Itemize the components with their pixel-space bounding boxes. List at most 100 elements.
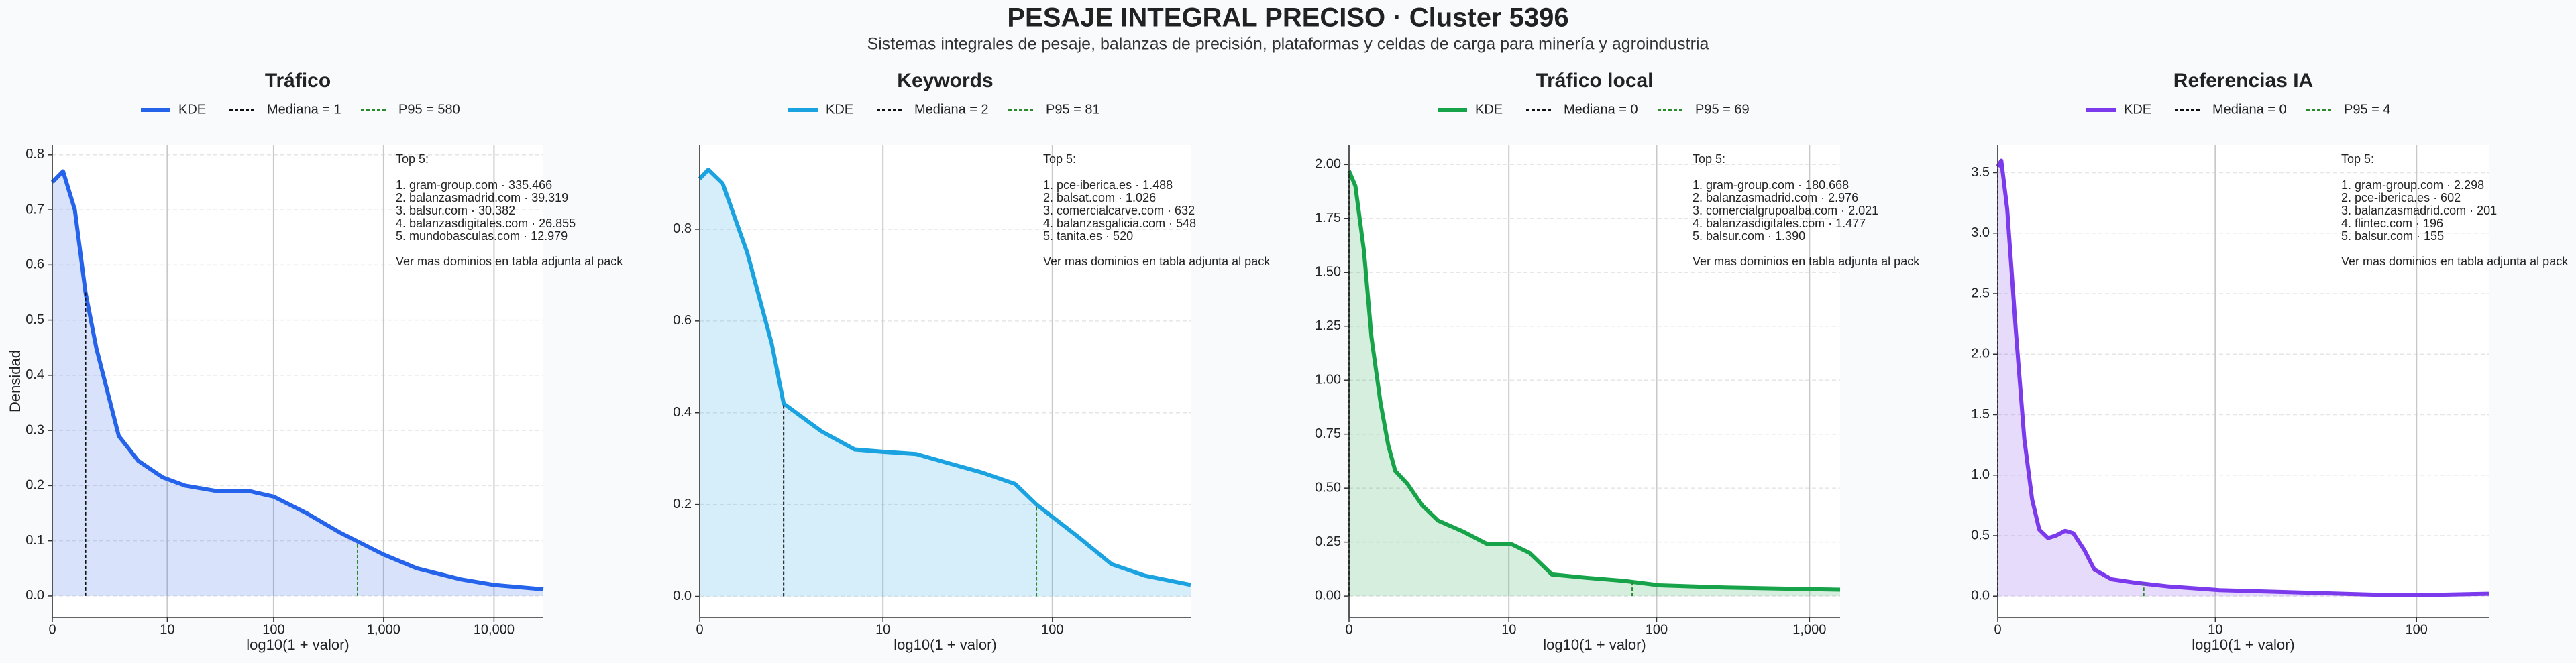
annotation-item: 3. balanzasmadrid.com · 201 [2341, 204, 2497, 217]
legend-label: KDE [178, 102, 206, 117]
kde-area [1349, 171, 1840, 597]
x-tick-label: 10,000 [474, 622, 515, 637]
y-tick-label: 0.25 [1315, 534, 1341, 549]
x-tick-label: 100 [1646, 622, 1668, 637]
x-tick-label: 0 [1994, 622, 2001, 637]
kde-area [1998, 160, 2489, 597]
x-tick-label: 100 [262, 622, 284, 637]
x-tick-label: 100 [1041, 622, 1063, 637]
annotation-title: Top 5: [2341, 152, 2374, 166]
y-tick-label: 0.1 [25, 533, 44, 548]
x-axis-label: log10(1 + valor) [894, 636, 996, 653]
x-tick-label: 0 [48, 622, 56, 637]
annotation-note: Ver mas dominios en tabla adjunta al pac… [1043, 255, 1271, 268]
annotation-item: 5. tanita.es · 520 [1043, 229, 1133, 243]
annotation-item: 3. balsur.com · 30.382 [396, 204, 515, 217]
legend-label: KDE [826, 102, 853, 117]
annotation-item: 2. balsat.com · 1.026 [1043, 191, 1156, 204]
y-tick-label: 0.4 [673, 405, 692, 420]
annotation-item: 5. balsur.com · 1.390 [1693, 229, 1805, 243]
y-tick-label: 0.4 [25, 367, 44, 382]
kde-area [700, 170, 1191, 597]
y-tick-label: 2.5 [1971, 286, 1990, 300]
page-title: PESAJE INTEGRAL PRECISO · Cluster 5396 [1007, 3, 1568, 33]
legend-label: P95 = 81 [1046, 102, 1100, 117]
y-tick-label: 0.8 [673, 221, 692, 236]
y-tick-label: 0.8 [25, 147, 44, 162]
y-tick-label: 1.5 [1971, 407, 1990, 422]
subplot: Tráfico local 0.00 0.25 0.50 0.75 1.00 1.25 1.5… [1315, 70, 1920, 653]
y-tick-label: 0.5 [1971, 528, 1990, 542]
x-tick-label: 1,000 [1792, 622, 1826, 637]
y-tick-label: 3.5 [1971, 165, 1990, 180]
x-tick-label: 10 [160, 622, 174, 637]
kde-line [1996, 158, 2489, 597]
y-tick-label: 0.75 [1315, 426, 1341, 441]
y-tick-label: 0.00 [1315, 588, 1341, 603]
legend-label: P95 = 580 [398, 102, 460, 117]
annotation-item: 1. gram-group.com · 180.668 [1693, 178, 1849, 192]
subplot-title: Referencias IA [2174, 70, 2313, 92]
annotation-item: 5. balsur.com · 155 [2341, 229, 2444, 243]
y-tick-label: 1.00 [1315, 372, 1341, 387]
subplot-title: Tráfico local [1536, 70, 1653, 92]
legend-label: P95 = 69 [1695, 102, 1750, 117]
y-tick-label: 1.25 [1315, 318, 1341, 333]
x-tick-label: 10 [1501, 622, 1516, 637]
y-tick-label: 0.6 [25, 257, 44, 272]
plot-area [1349, 145, 1840, 617]
annotation-item: 2. balanzasmadrid.com · 2.976 [1693, 191, 1858, 204]
annotation-item: 4. flintec.com · 196 [2341, 217, 2443, 230]
subplot: Keywords 0.0 0.2 0.4 0.6 0.8 0 10 100 log10(1 + v… [673, 70, 1271, 653]
legend-label: KDE [2124, 102, 2151, 117]
y-tick-label: 2.0 [1971, 347, 1990, 361]
legend-label: P95 = 4 [2344, 102, 2391, 117]
y-tick-label: 2.00 [1315, 157, 1341, 172]
y-tick-label: 0.2 [25, 478, 44, 493]
plot-area [1998, 145, 2489, 617]
annotation-item: 1. pce-iberica.es · 1.488 [1043, 178, 1173, 192]
annotation-item: 1. gram-group.com · 2.298 [2341, 178, 2484, 192]
kde-area [52, 171, 543, 596]
annotation-note: Ver mas dominios en tabla adjunta al pac… [2341, 255, 2569, 268]
subplot: Tráfico 0.0 0.1 0.2 0.3 0.4 0.5 0.6 0.7 0.8 0 10 100… [7, 70, 623, 653]
subplot-title: Tráfico [265, 70, 331, 92]
annotation-title: Top 5: [1043, 152, 1076, 166]
legend-label: KDE [1475, 102, 1503, 117]
annotation-item: 4. balanzasdigitales.com · 26.855 [396, 217, 576, 230]
x-tick-label: 0 [1345, 622, 1352, 637]
annotation-item: 2. pce-iberica.es · 602 [2341, 191, 2461, 204]
x-tick-label: 0 [696, 622, 703, 637]
x-axis-label: log10(1 + valor) [246, 636, 349, 653]
annotation-item: 1. gram-group.com · 335.466 [396, 178, 552, 192]
annotation-item: 5. mundobasculas.com · 12.979 [396, 229, 568, 243]
y-tick-label: 1.75 [1315, 210, 1341, 225]
plot-area [52, 145, 543, 617]
annotation-title: Top 5: [396, 152, 429, 166]
plot-area [700, 145, 1191, 617]
y-tick-label: 0.0 [1971, 589, 1990, 603]
y-tick-label: 0.6 [673, 313, 692, 328]
annotation-item: 3. comercialgrupoalba.com · 2.021 [1693, 204, 1878, 217]
y-tick-label: 0.2 [673, 497, 692, 511]
y-tick-label: 0.3 [25, 422, 44, 437]
y-tick-label: 1.0 [1971, 467, 1990, 482]
annotation-note: Ver mas dominios en tabla adjunta al pac… [396, 255, 623, 268]
annotation-note: Ver mas dominios en tabla adjunta al pac… [1693, 255, 1920, 268]
y-tick-label: 0.50 [1315, 480, 1341, 495]
y-tick-label: 1.50 [1315, 265, 1341, 280]
kde-line [698, 168, 1191, 587]
annotation-item: 3. comercialcarve.com · 632 [1043, 204, 1195, 217]
subplot: Referencias IA 0.0 0.5 1.0 1.5 2.0 2.5 3.0 3.5 0 1… [1971, 70, 2569, 653]
x-tick-label: 10 [875, 622, 890, 637]
x-tick-label: 100 [2406, 622, 2428, 637]
y-tick-label: 0.0 [25, 588, 44, 603]
page-subtitle: Sistemas integrales de pesaje, balanzas … [867, 35, 1709, 54]
legend-label: Mediana = 0 [2212, 102, 2287, 117]
subplot-title: Keywords [897, 70, 993, 92]
y-tick-label: 3.0 [1971, 225, 1990, 240]
x-axis-label: log10(1 + valor) [2192, 636, 2294, 653]
annotation-item: 4. balanzasdigitales.com · 1.477 [1693, 217, 1866, 230]
x-tick-label: 1,000 [367, 622, 400, 637]
